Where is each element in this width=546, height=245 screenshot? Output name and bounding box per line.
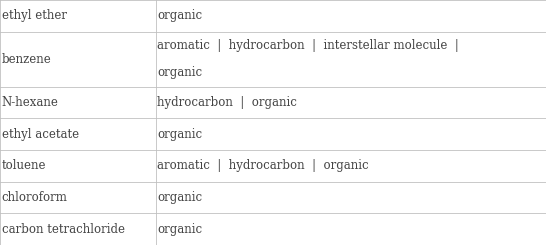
Text: organic: organic	[157, 223, 203, 236]
Text: aromatic  |  hydrocarbon  |  organic: aromatic | hydrocarbon | organic	[157, 159, 369, 172]
Text: toluene: toluene	[2, 159, 46, 172]
Text: ethyl ether: ethyl ether	[2, 9, 67, 22]
Text: aromatic  |  hydrocarbon  |  interstellar molecule  |: aromatic | hydrocarbon | interstellar mo…	[157, 39, 459, 52]
Text: organic: organic	[157, 9, 203, 22]
Text: organic: organic	[157, 191, 203, 204]
Text: ethyl acetate: ethyl acetate	[2, 128, 79, 141]
Text: organic: organic	[157, 128, 203, 141]
Text: benzene: benzene	[2, 53, 51, 66]
Text: carbon tetrachloride: carbon tetrachloride	[2, 223, 125, 236]
Text: N-hexane: N-hexane	[2, 96, 58, 109]
Text: chloroform: chloroform	[2, 191, 68, 204]
Text: organic: organic	[157, 66, 203, 79]
Text: hydrocarbon  |  organic: hydrocarbon | organic	[157, 96, 297, 109]
